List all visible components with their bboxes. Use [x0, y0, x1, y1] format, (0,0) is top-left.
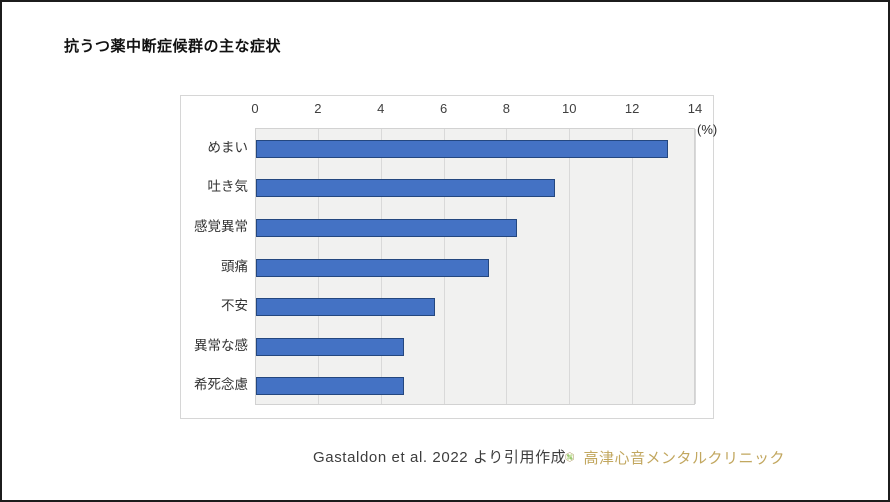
- clover-leaves: [566, 454, 573, 460]
- x-tick-label: 4: [377, 101, 385, 116]
- category-label: 希死念慮: [194, 377, 248, 393]
- bar: [256, 139, 668, 158]
- citation-text: Gastaldon et al. 2022 より引用作成: [313, 449, 567, 466]
- gridline: [632, 129, 634, 404]
- x-tick-label: 0: [251, 101, 259, 116]
- gridline: [569, 129, 571, 404]
- category-label: 頭痛: [221, 258, 248, 274]
- category-label: めまい: [207, 139, 249, 155]
- bar-chart: 0 2 4 6 8 10 12 14 めまい吐き気感覚異常頭痛不安異常な感希死念慮 (%): [180, 95, 718, 419]
- x-tick-label: 8: [502, 101, 511, 116]
- x-tick-label: 10: [562, 101, 577, 116]
- x-axis-unit-label: (%): [697, 122, 718, 137]
- bar: [256, 218, 517, 237]
- x-tick-label: 6: [439, 101, 448, 116]
- clinic-logo: 高津心音メンタルクリニック: [565, 435, 785, 479]
- category-label: 感覚異常: [194, 218, 248, 234]
- bar: [256, 377, 404, 396]
- x-tick-label: 14: [687, 101, 703, 116]
- bar: [256, 258, 489, 277]
- bar: [256, 337, 404, 356]
- page-title: 抗うつ薬中断症候群の主な症状: [64, 38, 282, 55]
- bar: [256, 179, 555, 198]
- bar: [256, 298, 436, 317]
- clinic-name: 高津心音メンタルクリニック: [583, 449, 785, 467]
- category-label: 異常な感: [194, 337, 248, 353]
- x-tick-label: 2: [314, 101, 322, 116]
- x-tick-label: 12: [624, 101, 640, 116]
- category-label: 吐き気: [207, 179, 249, 195]
- hexagon-clover-icon: [565, 452, 574, 462]
- gridline: [695, 129, 696, 404]
- category-label: 不安: [221, 298, 248, 314]
- plot-area: [255, 128, 696, 405]
- gridline: [506, 129, 508, 404]
